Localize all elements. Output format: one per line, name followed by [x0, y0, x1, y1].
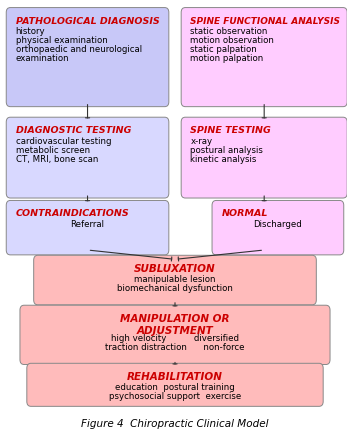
Text: history: history [15, 27, 45, 36]
FancyBboxPatch shape [34, 255, 316, 305]
Text: motion palpation: motion palpation [190, 54, 264, 63]
Text: REHABILITATION: REHABILITATION [127, 372, 223, 382]
FancyBboxPatch shape [181, 117, 347, 198]
Text: DIAGNOSTIC TESTING: DIAGNOSTIC TESTING [15, 126, 131, 135]
Text: SPINE FUNCTIONAL ANALYSIS: SPINE FUNCTIONAL ANALYSIS [190, 16, 341, 25]
FancyBboxPatch shape [20, 305, 330, 365]
Text: NORMAL: NORMAL [221, 210, 268, 219]
Text: static observation: static observation [190, 27, 268, 36]
FancyBboxPatch shape [181, 8, 347, 107]
Text: SUBLUXATION: SUBLUXATION [134, 264, 216, 274]
Text: metabolic screen: metabolic screen [15, 146, 90, 155]
Text: motion observation: motion observation [190, 36, 274, 45]
Text: manipulable lesion: manipulable lesion [134, 275, 216, 284]
Text: SPINE TESTING: SPINE TESTING [190, 126, 271, 135]
Text: traction distraction      non-force: traction distraction non-force [105, 343, 245, 352]
Text: Figure 4  Chiropractic Clinical Model: Figure 4 Chiropractic Clinical Model [81, 419, 269, 429]
Text: education  postural training: education postural training [115, 383, 235, 392]
Text: examination: examination [15, 54, 69, 63]
Text: Referral: Referral [71, 220, 105, 229]
Text: orthopaedic and neurological: orthopaedic and neurological [15, 45, 142, 54]
FancyBboxPatch shape [6, 117, 169, 198]
FancyBboxPatch shape [6, 8, 169, 107]
Text: Discharged: Discharged [253, 220, 302, 229]
Text: x-ray: x-ray [190, 137, 212, 146]
Text: psychosocial support  exercise: psychosocial support exercise [109, 392, 241, 401]
Text: CT, MRI, bone scan: CT, MRI, bone scan [15, 155, 98, 164]
Text: physical examination: physical examination [15, 36, 107, 45]
Text: PATHOLOGICAL DIAGNOSIS: PATHOLOGICAL DIAGNOSIS [15, 16, 159, 25]
Text: kinetic analysis: kinetic analysis [190, 155, 257, 164]
Text: cardiovascular testing: cardiovascular testing [15, 137, 111, 146]
Text: static palpation: static palpation [190, 45, 257, 54]
Text: CONTRAINDICATIONS: CONTRAINDICATIONS [15, 210, 129, 219]
Text: biomechanical dysfunction: biomechanical dysfunction [117, 284, 233, 293]
FancyBboxPatch shape [27, 363, 323, 407]
Text: MANIPULATION OR
ADJUSTMENT: MANIPULATION OR ADJUSTMENT [120, 314, 230, 336]
Text: high velocity          diversified: high velocity diversified [111, 334, 239, 343]
Text: postural analysis: postural analysis [190, 146, 263, 155]
FancyBboxPatch shape [6, 200, 169, 255]
FancyBboxPatch shape [212, 200, 344, 255]
